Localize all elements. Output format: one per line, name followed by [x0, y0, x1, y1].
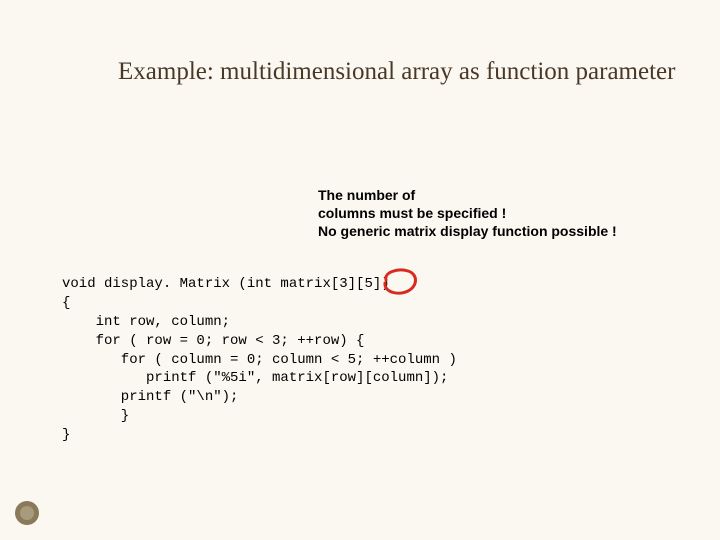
slide-title: Example: multidimensional array as funct… — [118, 58, 690, 86]
decoration-inner — [20, 506, 34, 520]
corner-decoration-icon — [14, 500, 40, 526]
note-box: The number of columns must be specified … — [318, 186, 617, 241]
code-block: void display. Matrix (int matrix[3][5]) … — [62, 275, 457, 445]
note-line-3: No generic matrix display function possi… — [318, 222, 617, 240]
slide: Example: multidimensional array as funct… — [0, 0, 720, 540]
note-line-1: The number of — [318, 186, 617, 204]
note-line-2: columns must be specified ! — [318, 204, 617, 222]
